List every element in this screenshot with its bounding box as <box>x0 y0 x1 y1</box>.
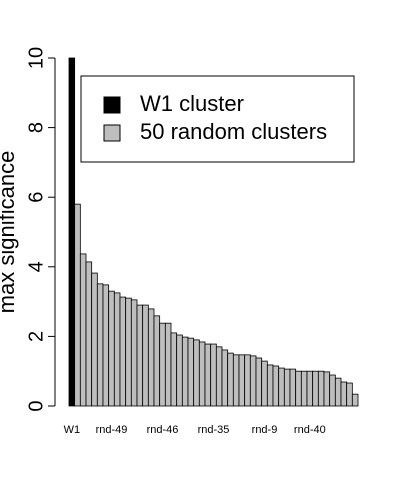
bar <box>295 370 302 407</box>
bar <box>108 290 115 407</box>
bar <box>210 343 217 407</box>
bar <box>261 360 268 407</box>
bar <box>85 261 93 407</box>
bar <box>119 296 127 407</box>
bar <box>113 292 121 407</box>
bar <box>329 374 336 407</box>
bar <box>221 349 229 407</box>
bar <box>232 354 240 407</box>
bar <box>91 272 98 407</box>
bar <box>300 370 308 407</box>
bar <box>312 370 319 407</box>
bar <box>130 299 138 407</box>
x-tick-label: rnd-46 <box>147 424 179 436</box>
bar <box>102 284 110 407</box>
bar <box>317 370 325 407</box>
bar <box>204 343 212 407</box>
bar <box>159 322 166 407</box>
x-tick-label: rnd-49 <box>96 424 128 436</box>
bar <box>306 370 314 407</box>
bar <box>255 357 263 407</box>
bar <box>215 346 223 407</box>
bar <box>283 368 291 407</box>
bar <box>340 381 348 407</box>
bar <box>198 341 206 407</box>
bar <box>170 332 178 407</box>
bar <box>96 283 104 407</box>
bar <box>346 382 353 407</box>
y-tick-label: 0 <box>25 400 47 411</box>
bar <box>125 297 132 407</box>
x-tick-label: W1 <box>64 424 81 436</box>
legend-label: 50 random clusters <box>140 119 327 144</box>
bar <box>79 253 87 407</box>
bar <box>68 57 76 407</box>
y-tick-label: 2 <box>25 331 47 342</box>
x-tick-label: rnd-9 <box>252 424 278 436</box>
bar <box>74 203 81 407</box>
bar <box>227 352 234 407</box>
bar <box>323 371 331 407</box>
bar <box>153 315 161 407</box>
y-tick-label: 10 <box>25 47 47 69</box>
x-tick-label: rnd-35 <box>198 424 230 436</box>
bar <box>142 304 149 407</box>
bar <box>136 304 144 407</box>
bar <box>278 367 285 407</box>
bar <box>244 354 251 407</box>
legend-box <box>80 75 355 163</box>
bar <box>249 355 257 407</box>
bar <box>187 337 195 407</box>
legend-swatch <box>103 96 121 114</box>
y-axis-label: max significance <box>0 151 19 314</box>
bar <box>289 368 297 407</box>
bar <box>176 334 183 407</box>
x-tick-label: rnd-40 <box>294 424 326 436</box>
y-tick-label: 8 <box>25 122 47 133</box>
bar <box>266 364 274 407</box>
y-tick-label: 6 <box>25 192 47 203</box>
bar <box>164 322 172 407</box>
bar <box>181 336 189 407</box>
legend-label: W1 cluster <box>140 91 244 116</box>
bar <box>351 393 359 407</box>
y-tick-label: 4 <box>25 261 47 272</box>
legend-swatch <box>103 124 121 142</box>
bar <box>272 365 280 407</box>
bar <box>238 354 246 407</box>
bar <box>147 308 155 407</box>
bar <box>193 339 200 407</box>
bar <box>334 377 342 407</box>
